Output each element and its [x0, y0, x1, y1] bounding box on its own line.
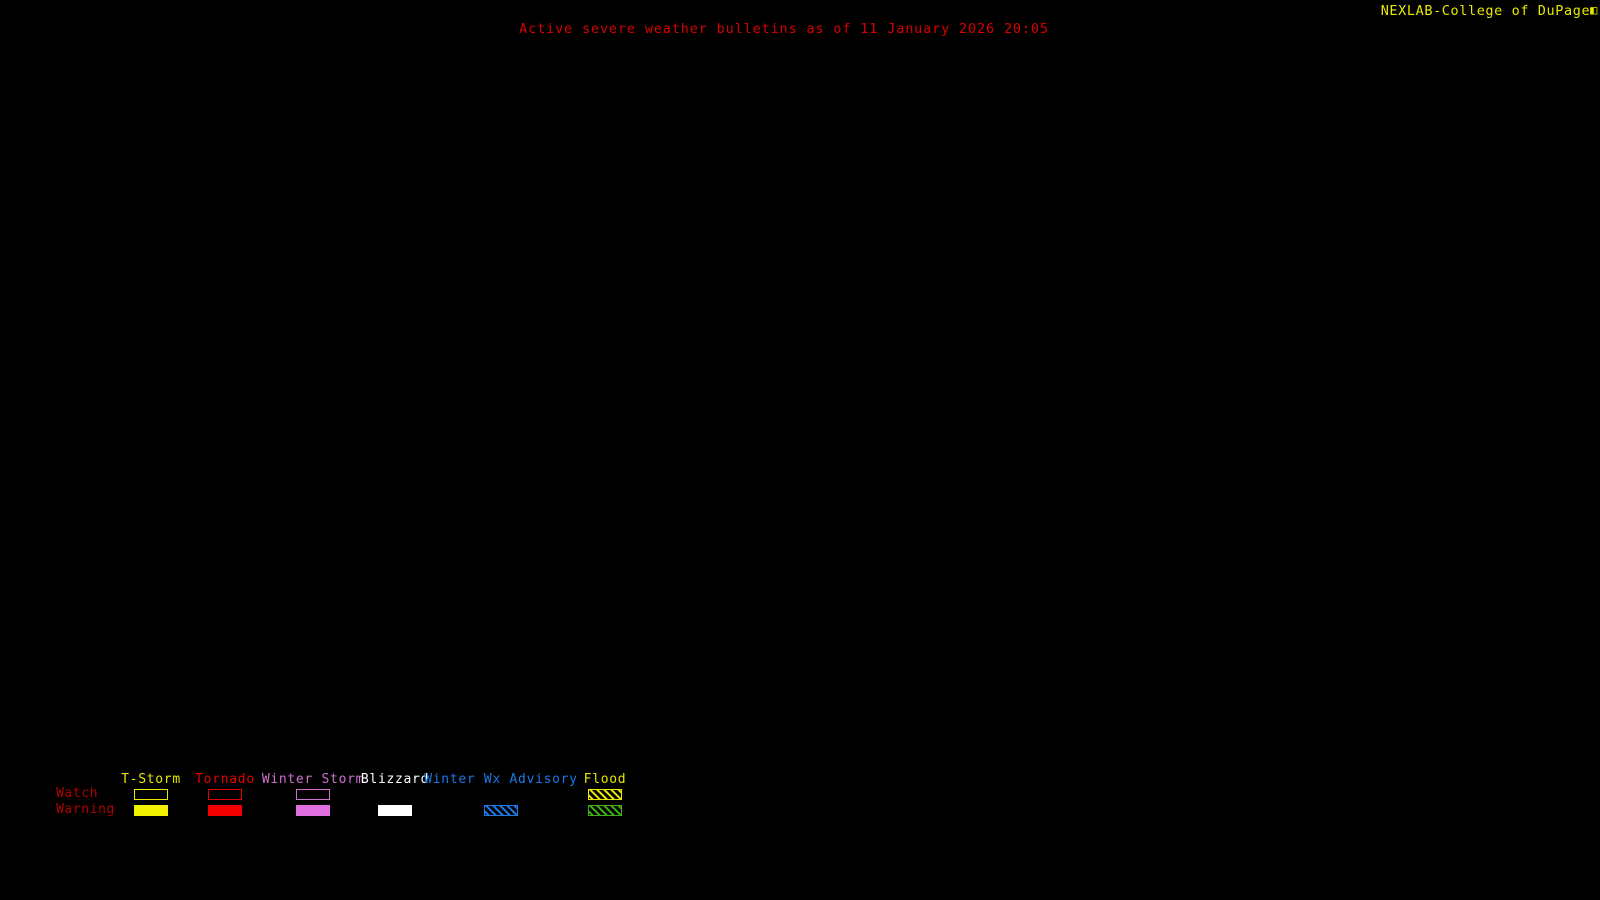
- nexlab-branding: NEXLAB-College of DuPage◧: [1381, 2, 1598, 20]
- legend-swatch-slot-watch: [112, 787, 190, 803]
- legend-swatch-slot-warning: [355, 803, 435, 819]
- legend-swatch-slot-watch: [186, 787, 264, 803]
- legend-swatch-warning: [208, 805, 242, 816]
- legend-swatch-slot-warning: [258, 803, 368, 819]
- page-title-text: Active severe weather bulletins as of 11…: [519, 21, 1049, 37]
- page-title: Active severe weather bulletins as of 11…: [0, 21, 1600, 38]
- legend-swatch-slot-warning: [112, 803, 190, 819]
- legend-swatch-slot-warning: [570, 803, 640, 819]
- map-canvas[interactable]: [0, 44, 1600, 770]
- legend-swatch-warning: [378, 805, 412, 816]
- legend: Watch Warning T-Storm Tornado Winter Storm…: [0, 772, 1600, 830]
- legend-swatch-slot-watch: [258, 787, 368, 803]
- legend-swatch-watch: [208, 789, 242, 800]
- legend-column-tornado[interactable]: Tornado: [186, 772, 264, 819]
- legend-column-label: Tornado: [195, 772, 255, 787]
- legend-column-label: Winter Wx Advisory: [424, 772, 578, 787]
- legend-swatch-slot-warning: [186, 803, 264, 819]
- legend-column-label: Winter Storm: [261, 772, 365, 787]
- legend-swatch-watch: [134, 789, 168, 800]
- legend-column-t-storm[interactable]: T-Storm: [112, 772, 190, 819]
- legend-column-flood[interactable]: Flood: [570, 772, 640, 819]
- branding-text: NEXLAB-College of DuPage: [1380, 3, 1591, 19]
- legend-column-blizzard[interactable]: Blizzard: [355, 772, 435, 819]
- legend-swatch-watch: [588, 789, 622, 800]
- branding-mark-icon: ◧: [1590, 3, 1598, 17]
- legend-column-label: T-Storm: [121, 772, 181, 787]
- legend-row-label-warning: Warning: [56, 802, 115, 817]
- legend-swatch-warning: [296, 805, 330, 816]
- legend-swatch-slot-warning: [420, 803, 582, 819]
- legend-swatch-watch: [296, 789, 330, 800]
- legend-column-label: Flood: [583, 772, 627, 787]
- legend-column-label: Blizzard: [360, 772, 430, 787]
- legend-row-labels: Watch Warning: [56, 786, 115, 818]
- legend-swatch-slot-watch: [570, 787, 640, 803]
- legend-swatch-warning: [484, 805, 518, 816]
- legend-swatch-warning: [588, 805, 622, 816]
- legend-column-winter-storm[interactable]: Winter Storm: [258, 772, 368, 819]
- legend-column-winter-wx-advisory[interactable]: Winter Wx Advisory: [420, 772, 582, 819]
- legend-row-label-watch: Watch: [56, 786, 99, 801]
- legend-swatch-warning: [134, 805, 168, 816]
- legend-swatch-slot-watch: [420, 787, 582, 803]
